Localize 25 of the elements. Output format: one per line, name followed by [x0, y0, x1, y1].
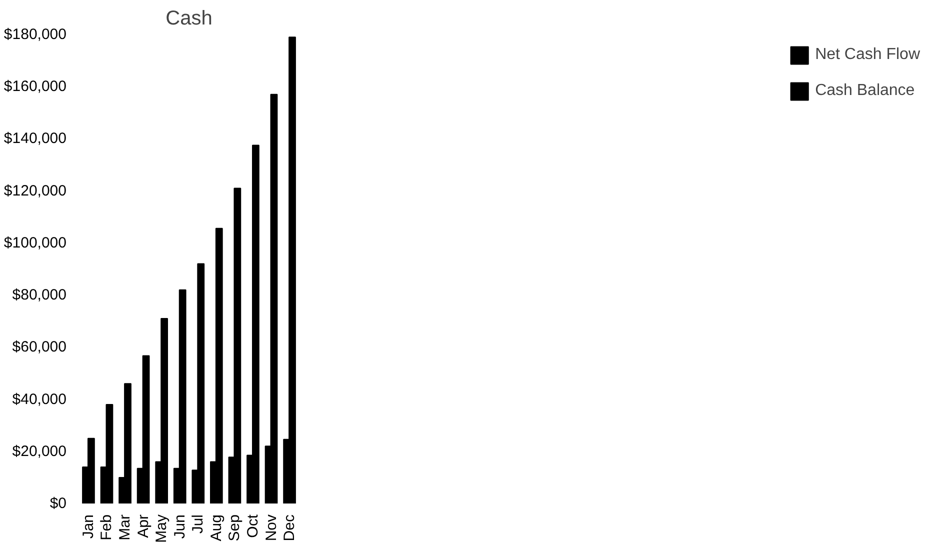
x-tick-label: May [153, 514, 170, 543]
y-tick-label: $20,000 [12, 442, 67, 460]
y-tick-label: $80,000 [12, 286, 67, 304]
x-tick-label: Jul [190, 514, 207, 534]
x-tick-label: Mar [116, 514, 134, 540]
legend-label: Cash Balance [815, 82, 915, 100]
x-tick-label: Aug [208, 514, 225, 542]
x-tick-label: Feb [98, 514, 116, 540]
y-tick-label: $40,000 [12, 390, 67, 408]
x-tick-label: Jan [80, 514, 97, 539]
x-tick-label: Oct [244, 514, 262, 538]
x-tick-label: Nov [262, 514, 280, 542]
y-tick-label: $140,000 [4, 130, 67, 148]
x-tick-label: Apr [134, 514, 152, 538]
x-tick-label: Dec [281, 514, 298, 542]
x-tick-label: Jun [171, 514, 188, 539]
y-tick-label: $60,000 [12, 338, 67, 356]
y-tick-label: $160,000 [4, 78, 67, 96]
y-tick-label: $180,000 [4, 26, 67, 43]
legend-label: Net Cash Flow [815, 46, 920, 64]
y-tick-label: $100,000 [4, 234, 67, 252]
x-tick-label: Sep [226, 514, 244, 542]
chart-title: Cash [166, 8, 212, 30]
y-tick-label: $120,000 [4, 182, 67, 200]
y-tick-label: $0 [50, 495, 67, 512]
